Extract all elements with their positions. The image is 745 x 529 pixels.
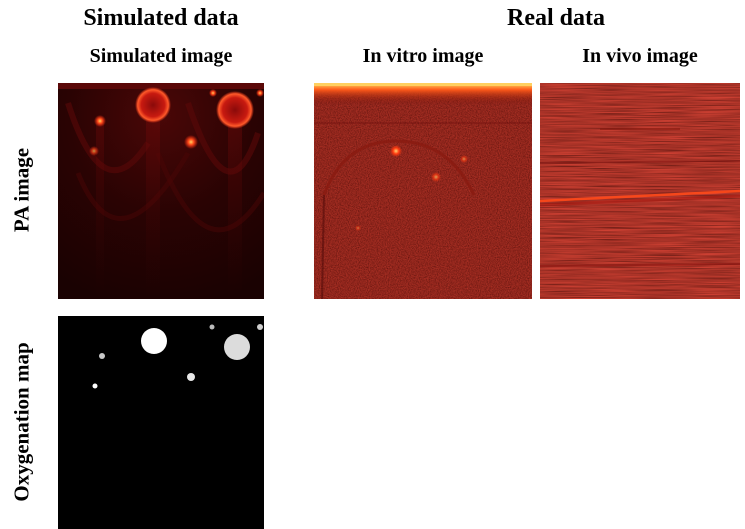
real-data-title: Real data — [507, 5, 605, 31]
in-vivo-image-title: In vivo image — [582, 45, 698, 67]
in-vitro-pa-image — [314, 83, 532, 299]
in-vitro-image-title: In vitro image — [362, 45, 484, 67]
oxygenation-map-row-label: Oxygenation map — [9, 342, 34, 502]
simulated-oxygenation-map — [58, 316, 264, 529]
simulated-pa-image — [58, 83, 264, 299]
simulated-image-title: Simulated image — [89, 45, 233, 67]
simulated-data-title: Simulated data — [83, 5, 239, 31]
in-vivo-pa-image — [540, 83, 740, 299]
pa-image-row-label: PA image — [9, 147, 34, 233]
